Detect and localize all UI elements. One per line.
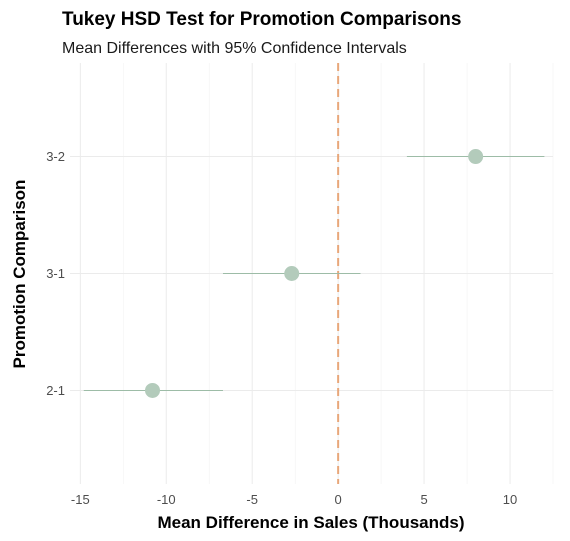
mean-diff-point — [284, 266, 299, 281]
x-tick-label: 0 — [335, 492, 342, 507]
y-tick-label: 2-1 — [46, 383, 65, 398]
chart-title: Tukey HSD Test for Promotion Comparisons — [62, 9, 461, 30]
x-axis-title: Mean Difference in Sales (Thousands) — [157, 513, 464, 532]
x-tick-labels: -15 -10 -5 0 5 10 — [71, 492, 517, 507]
x-tick-label: 5 — [420, 492, 427, 507]
y-tick-label: 3-2 — [46, 149, 65, 164]
mean-diff-point — [468, 149, 483, 164]
y-tick-label: 3-1 — [46, 266, 65, 281]
mean-diff-point — [145, 383, 160, 398]
y-tick-labels: 3-2 3-1 2-1 — [46, 149, 65, 398]
x-tick-label: -10 — [157, 492, 176, 507]
x-tick-label: -15 — [71, 492, 90, 507]
x-tick-label: -5 — [246, 492, 258, 507]
x-tick-label: 10 — [503, 492, 517, 507]
chart-subtitle: Mean Differences with 95% Confidence Int… — [62, 40, 407, 57]
y-axis-title: Promotion Comparison — [10, 180, 29, 369]
